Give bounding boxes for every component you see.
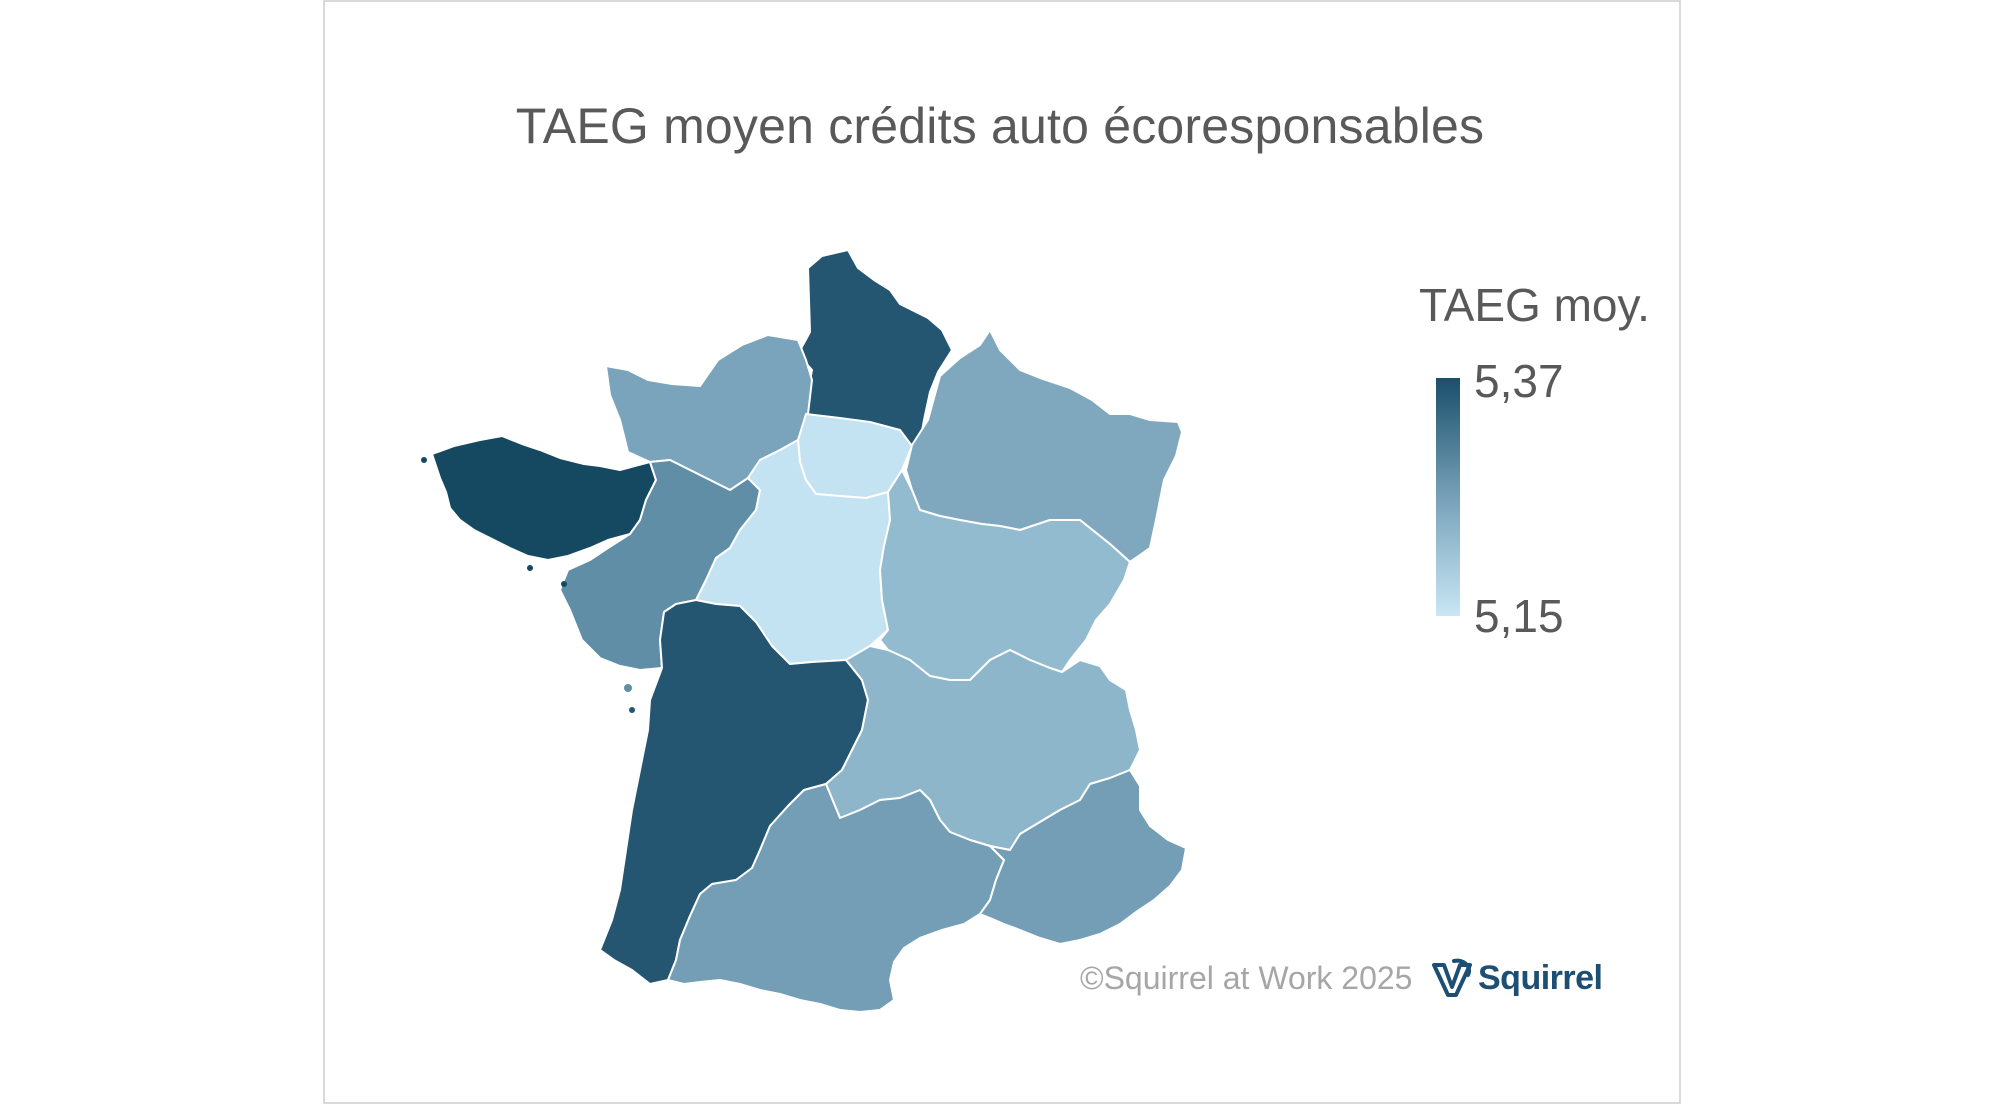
squirrel-logo-icon bbox=[1432, 958, 1472, 997]
island-mark bbox=[624, 684, 632, 692]
brand-logo[interactable]: Squirrel bbox=[1430, 955, 1603, 1001]
region-bourgogne-franche-comte[interactable] bbox=[879, 469, 1131, 681]
island-mark bbox=[629, 707, 635, 713]
region-provence-alpes-cote-d-azur[interactable] bbox=[979, 769, 1187, 945]
legend-title: TAEG moy. bbox=[1419, 279, 1650, 331]
island-mark bbox=[561, 581, 567, 587]
copyright-credit: ©Squirrel at Work 2025 bbox=[1080, 960, 1413, 996]
legend-max-label: 5,37 bbox=[1474, 355, 1564, 407]
legend-color-scale bbox=[1436, 378, 1460, 616]
brand-name: Squirrel bbox=[1478, 958, 1603, 997]
island-mark bbox=[527, 565, 533, 571]
legend-min-label: 5,15 bbox=[1474, 590, 1564, 642]
map-title: TAEG moyen crédits auto écoresponsables bbox=[515, 98, 1485, 154]
island-mark bbox=[421, 457, 427, 463]
